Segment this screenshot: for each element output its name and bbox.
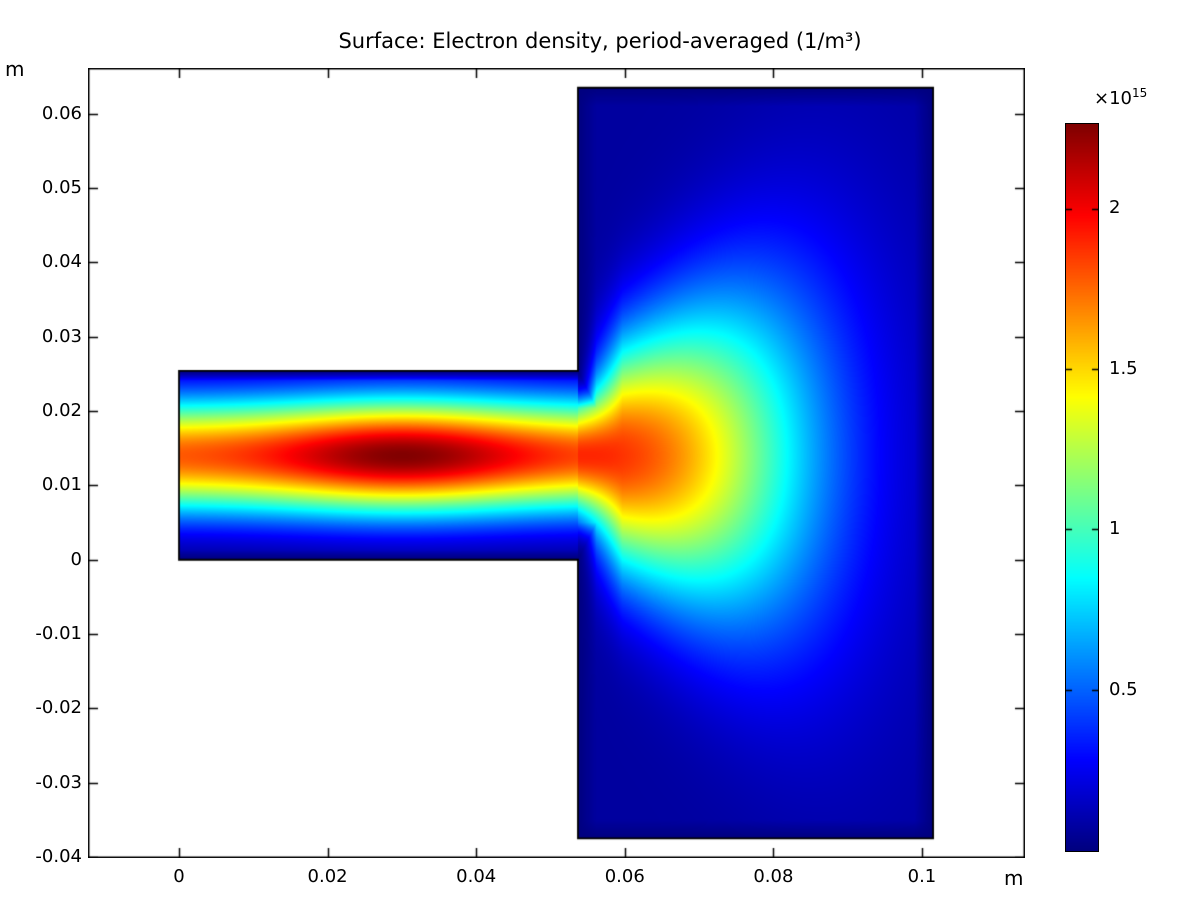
x-tick-label: 0.08	[753, 866, 794, 887]
x-tick-label: 0.06	[604, 866, 645, 887]
colorbar-gradient	[1065, 123, 1099, 852]
x-tick-label: 0	[173, 866, 185, 887]
colorbar-tick-label: 1	[1109, 518, 1121, 540]
x-tick-label: 0.1	[907, 866, 937, 887]
colorbar-exponent-base: ×10	[1094, 88, 1132, 109]
colorbar-tick-label: 2	[1109, 197, 1121, 219]
surface-plot-canvas	[88, 68, 1025, 858]
colorbar-tick-label: 0.5	[1109, 678, 1138, 700]
y-tick-label: 0.06	[41, 102, 82, 124]
y-axis-unit-label: m	[5, 57, 25, 81]
y-tick-label: 0	[70, 548, 82, 570]
colorbar-exponent-label: ×1015	[1094, 86, 1147, 109]
y-tick-label: 0.04	[41, 251, 82, 273]
y-tick-label: 0.05	[41, 177, 82, 199]
y-tick-label: -0.02	[35, 697, 82, 719]
y-tick-label: 0.01	[41, 474, 82, 496]
x-tick-label: 0.04	[456, 866, 497, 887]
y-tick-label: 0.02	[41, 400, 82, 422]
y-tick-label: -0.01	[35, 623, 82, 645]
y-tick-label: -0.04	[35, 846, 82, 868]
y-tick-label: -0.03	[35, 771, 82, 793]
y-tick-label: 0.03	[41, 325, 82, 347]
plot-title: Surface: Electron density, period-averag…	[338, 29, 862, 53]
colorbar-tick-label: 1.5	[1109, 357, 1138, 379]
x-tick-label: 0.02	[307, 866, 348, 887]
x-axis-unit-label: m	[1004, 866, 1024, 890]
colorbar-exponent-sup: 15	[1132, 86, 1148, 100]
